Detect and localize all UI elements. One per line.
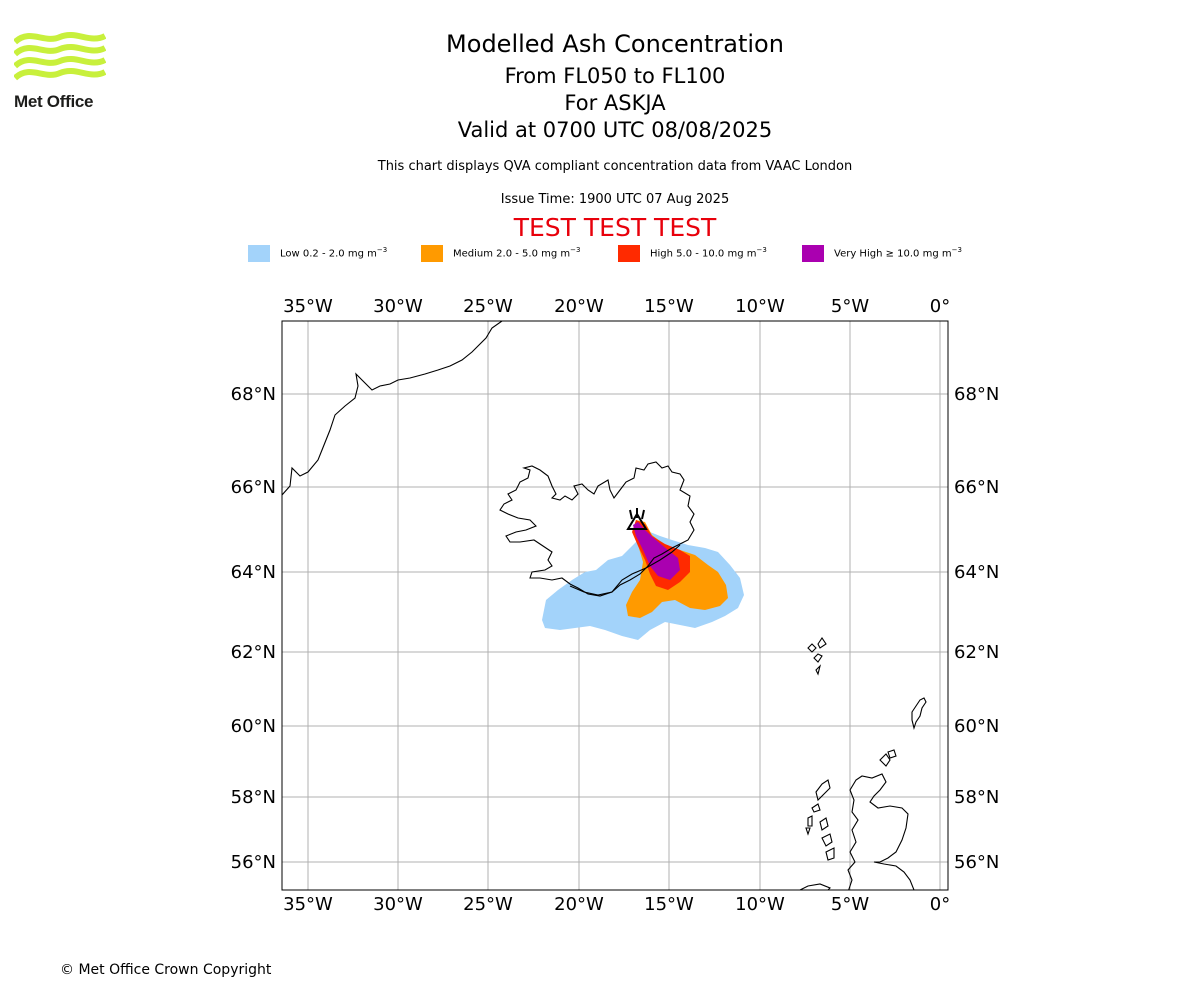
lat-label: 58°N bbox=[954, 787, 999, 808]
lon-label: 25°W bbox=[463, 296, 513, 317]
faroe-islands bbox=[807, 637, 827, 676]
lat-label: 64°N bbox=[231, 562, 276, 583]
lat-label: 68°N bbox=[954, 384, 999, 405]
lon-label: 25°W bbox=[463, 894, 513, 915]
scotland-coast bbox=[847, 773, 915, 890]
hebrides-islands bbox=[798, 779, 835, 890]
lat-label: 62°N bbox=[954, 642, 999, 663]
lon-label: 10°W bbox=[735, 296, 785, 317]
lat-label: 56°N bbox=[954, 852, 999, 873]
test-banner: TEST TEST TEST bbox=[513, 213, 717, 242]
lon-label: 20°W bbox=[554, 894, 604, 915]
lon-label: 5°W bbox=[831, 296, 869, 317]
legend-swatch-high bbox=[618, 245, 640, 262]
lon-label: 0° bbox=[930, 296, 950, 317]
transect-line bbox=[569, 544, 681, 596]
lon-label: 30°W bbox=[373, 894, 423, 915]
logo-text: Met Office bbox=[14, 92, 94, 111]
lat-label: 60°N bbox=[954, 716, 999, 737]
shetland-islands bbox=[911, 697, 927, 730]
legend-label-high: High 5.0 - 10.0 mg m−3 bbox=[650, 246, 767, 260]
legend-swatch-very-high bbox=[802, 245, 824, 262]
met-office-logo: Met Office bbox=[12, 30, 114, 112]
lon-label: 35°W bbox=[283, 894, 333, 915]
lat-labels-right: 68°N 66°N 64°N 62°N 60°N 58°N 56°N bbox=[954, 384, 999, 873]
lat-label: 64°N bbox=[954, 562, 999, 583]
lon-label: 30°W bbox=[373, 296, 423, 317]
lon-label: 0° bbox=[930, 894, 950, 915]
lon-labels-bottom: 35°W 30°W 25°W 20°W 15°W 10°W 5°W 0° bbox=[283, 894, 950, 915]
lon-label: 10°W bbox=[735, 894, 785, 915]
legend-label-very-high: Very High ≥ 10.0 mg m−3 bbox=[834, 246, 962, 260]
lon-label: 35°W bbox=[283, 296, 333, 317]
lon-label: 5°W bbox=[831, 894, 869, 915]
lon-labels-top: 35°W 30°W 25°W 20°W 15°W 10°W 5°W 0° bbox=[283, 296, 950, 317]
lat-label: 56°N bbox=[231, 852, 276, 873]
met-office-waves-icon bbox=[12, 32, 107, 81]
volcano-triangle-icon bbox=[626, 508, 648, 530]
iceland-coast bbox=[499, 461, 695, 597]
legend-label-low: Low 0.2 - 2.0 mg m−3 bbox=[280, 246, 388, 260]
flight-level-range: From FL050 to FL100 bbox=[504, 64, 726, 88]
copyright: © Met Office Crown Copyright bbox=[60, 962, 272, 978]
ash-area-very-high bbox=[633, 522, 680, 580]
lon-label: 15°W bbox=[644, 894, 694, 915]
valid-time: Valid at 0700 UTC 08/08/2025 bbox=[457, 118, 773, 142]
chart-subtitle: This chart displays QVA compliant concen… bbox=[377, 159, 853, 174]
lat-labels-left: 68°N 66°N 64°N 62°N 60°N 58°N 56°N bbox=[231, 384, 276, 873]
coastlines bbox=[282, 321, 927, 890]
map-frame bbox=[281, 320, 949, 891]
lat-label: 62°N bbox=[231, 642, 276, 663]
issue-time: Issue Time: 1900 UTC 07 Aug 2025 bbox=[500, 192, 730, 207]
legend-swatch-medium bbox=[421, 245, 443, 262]
lon-label: 15°W bbox=[644, 296, 694, 317]
lat-label: 68°N bbox=[231, 384, 276, 405]
lat-label: 66°N bbox=[954, 477, 999, 498]
orkney-islands bbox=[879, 749, 897, 767]
lat-label: 58°N bbox=[231, 787, 276, 808]
volcano-name: For ASKJA bbox=[564, 91, 666, 115]
chart-title: Modelled Ash Concentration bbox=[446, 30, 784, 58]
legend-swatch-low bbox=[248, 245, 270, 262]
legend-label-medium: Medium 2.0 - 5.0 mg m−3 bbox=[453, 246, 581, 260]
lon-label: 20°W bbox=[554, 296, 604, 317]
lat-label: 60°N bbox=[231, 716, 276, 737]
greenland-coast bbox=[282, 321, 503, 496]
lat-label: 66°N bbox=[231, 477, 276, 498]
